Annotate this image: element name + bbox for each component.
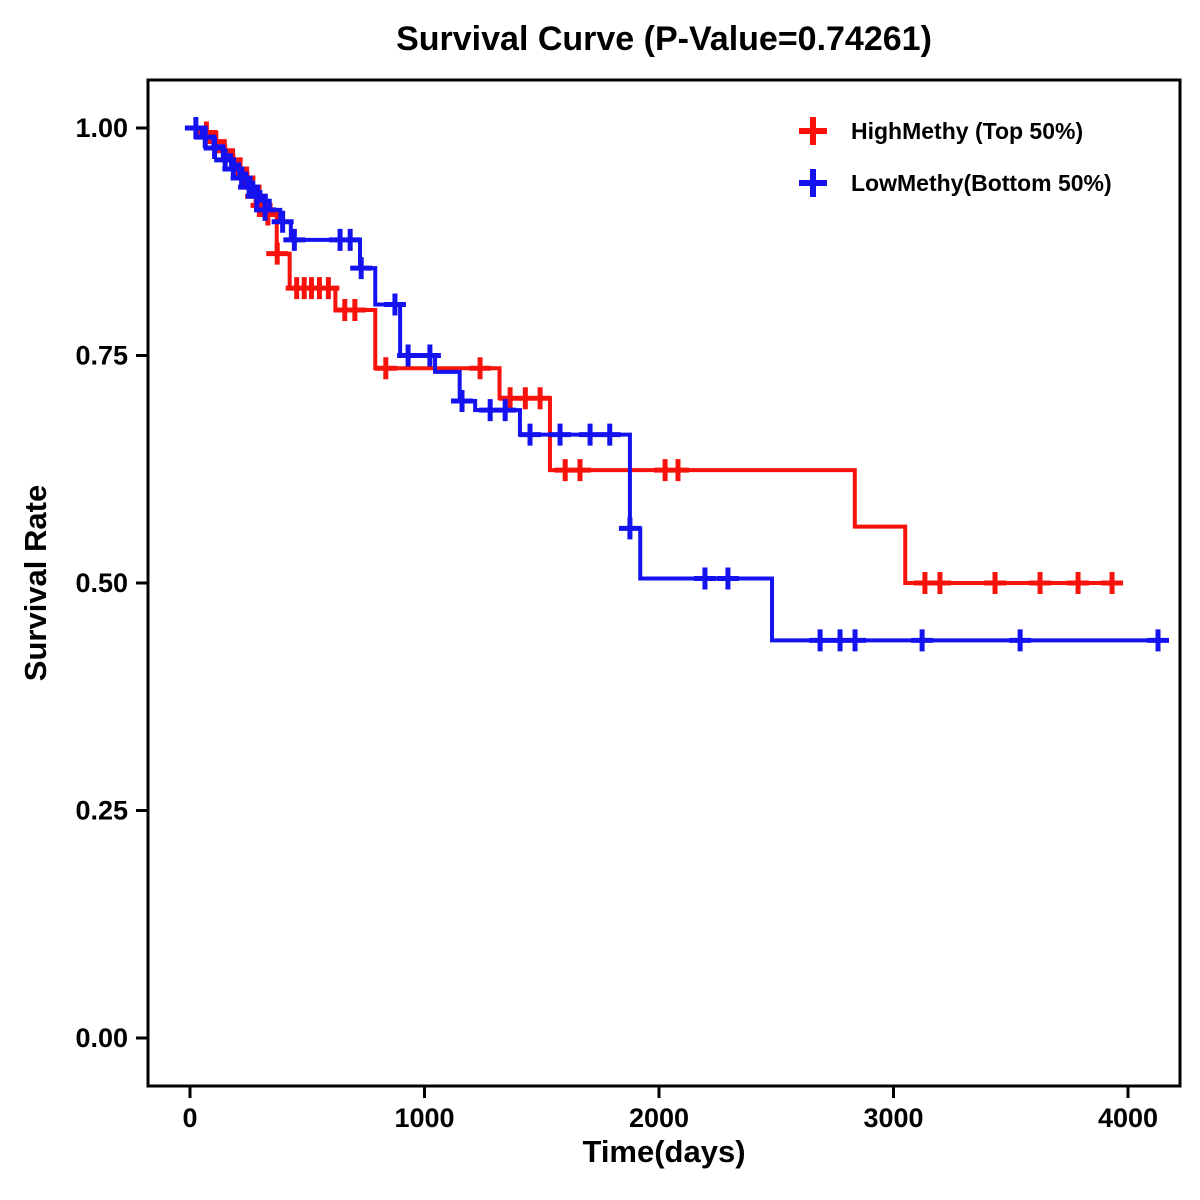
y-tick-label: 1.00 — [75, 113, 128, 143]
plus-marker-icon — [799, 117, 827, 145]
plus-marker-icon — [799, 169, 827, 197]
x-axis-label: Time(days) — [582, 1134, 746, 1169]
x-tick-label: 4000 — [1098, 1103, 1158, 1133]
x-tick-label: 0 — [182, 1103, 197, 1133]
legend-label-highmethy: HighMethy (Top 50%) — [851, 117, 1084, 144]
x-tick-label: 1000 — [394, 1103, 454, 1133]
legend-item-highmethy: HighMethy (Top 50%) — [795, 112, 1112, 150]
y-tick-label: 0.00 — [75, 1023, 128, 1053]
series-line-1 — [190, 126, 1160, 643]
y-tick-label: 0.50 — [75, 568, 128, 598]
x-tick-label: 3000 — [863, 1103, 923, 1133]
y-tick-label: 0.25 — [75, 796, 128, 826]
legend-item-lowmethy: LowMethy(Bottom 50%) — [795, 164, 1112, 202]
y-axis-label: Survival Rate — [18, 484, 53, 682]
y-tick-label: 0.75 — [75, 341, 128, 371]
chart-title: Survival Curve (P-Value=0.74261) — [396, 20, 932, 58]
x-tick-label: 2000 — [629, 1103, 689, 1133]
legend-label-lowmethy: LowMethy(Bottom 50%) — [851, 169, 1112, 196]
legend: HighMethy (Top 50%) LowMethy(Bottom 50%) — [795, 112, 1112, 202]
series-censor-marks-1 — [184, 117, 1170, 652]
